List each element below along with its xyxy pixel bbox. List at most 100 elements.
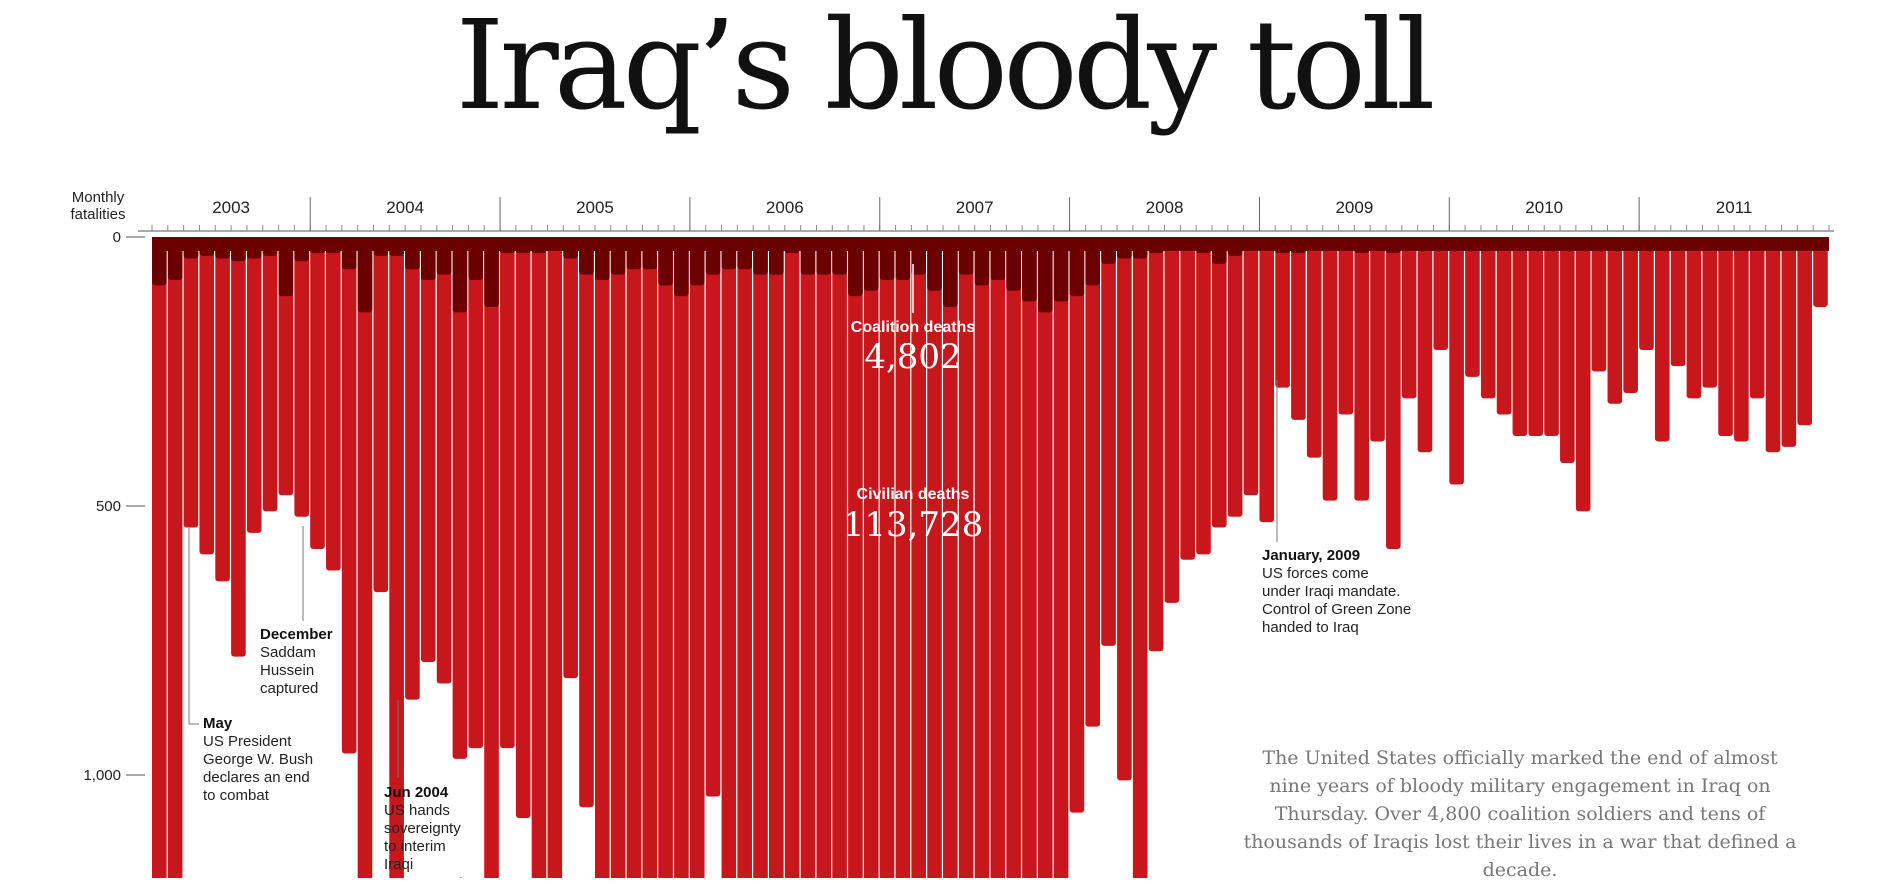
civilian-bar — [610, 237, 626, 878]
civilian-bar — [1623, 237, 1638, 394]
civilian-bar — [1291, 237, 1306, 420]
civilian-bar — [674, 237, 689, 878]
civilian-bar — [658, 237, 673, 878]
civilian-bar — [563, 237, 578, 679]
y-axis-label-line2: fatalities — [70, 206, 125, 223]
civilian-bar — [927, 237, 942, 878]
civilian-bar — [1354, 237, 1369, 501]
y-tick-label: 1,000 — [83, 767, 121, 784]
annotation-heading: May — [203, 715, 233, 732]
civilian-bar — [753, 237, 768, 878]
civilian-bar — [531, 237, 547, 878]
civilian-bar — [515, 237, 531, 819]
civilian-bar — [1259, 237, 1275, 523]
civilian-bar — [1591, 237, 1607, 372]
civilian-bar — [800, 237, 816, 878]
civilian-bar — [626, 237, 642, 878]
annotation-text: handed to Iraq — [1262, 619, 1359, 636]
civilian-bar — [1227, 237, 1243, 517]
civilian-bar — [1749, 237, 1765, 399]
civilian-bar — [500, 237, 515, 749]
civilian-bar — [1702, 237, 1718, 388]
civilian-bar — [1243, 237, 1259, 496]
annotation-heading: Jun 2004 — [384, 784, 449, 801]
civilian-bar — [1101, 237, 1116, 646]
civilian-bar — [547, 237, 563, 878]
civilian-bar — [246, 237, 262, 533]
civilian-bar — [974, 237, 990, 878]
civilian-bar — [990, 237, 1006, 878]
year-label: 2009 — [1335, 198, 1373, 217]
civilian-bar — [1544, 237, 1559, 437]
annotation-text: to interim — [384, 838, 446, 855]
civilian-total-value: 113,728 — [843, 505, 984, 545]
year-label: 2006 — [766, 198, 804, 217]
annotation-text: Control of Green Zone — [1262, 601, 1411, 618]
coalition-total-value: 4,802 — [864, 337, 961, 377]
coalition-bar — [848, 237, 863, 297]
coalition-bar — [1053, 237, 1069, 302]
coalition-bar — [278, 237, 294, 297]
civilian-bar — [389, 237, 404, 878]
civilian-bar — [420, 237, 436, 663]
civilian-bar — [769, 237, 784, 878]
annotation-text: Hussein — [260, 662, 314, 679]
civilian-bar — [1480, 237, 1496, 399]
civilian-bar — [1022, 237, 1037, 878]
civilian-bar — [863, 237, 879, 878]
coalition-total-label: Coalition deaths — [851, 319, 976, 336]
civilian-bar — [594, 237, 610, 878]
civilian-bar — [1037, 237, 1053, 878]
civilian-bar — [231, 237, 246, 657]
civilian-bar — [721, 237, 737, 878]
civilian-bar — [1180, 237, 1195, 560]
civilian-bar — [215, 237, 230, 582]
civilian-bar — [895, 237, 911, 878]
civilian-bar — [183, 237, 199, 528]
civilian-bar — [405, 237, 420, 700]
civilian-bar — [689, 237, 705, 878]
annotation-text: George W. Bush — [203, 751, 313, 768]
civilian-bar — [737, 237, 752, 878]
annotation-text: US President — [203, 733, 292, 750]
civilian-bar — [642, 237, 658, 878]
civilian-bar — [879, 237, 895, 878]
civilian-bar — [1053, 237, 1069, 878]
civilian-bar — [1813, 237, 1828, 307]
civilian-bar — [1417, 237, 1433, 453]
civilian-bar — [152, 237, 167, 878]
annotation-text: captured — [260, 680, 318, 697]
civilian-bar — [468, 237, 484, 749]
year-label: 2011 — [1716, 198, 1753, 217]
civilian-bar — [452, 237, 468, 759]
civilian-bar — [1164, 237, 1180, 603]
coalition-bar — [357, 237, 373, 313]
civilian-bar — [1069, 237, 1085, 813]
annotation-heading: December — [260, 626, 333, 643]
civilian-bar — [1654, 237, 1670, 442]
civilian-bar — [1275, 237, 1290, 388]
annotation-text: declares an end — [203, 769, 310, 786]
year-label: 2005 — [576, 198, 614, 217]
coalition-bar — [452, 237, 468, 313]
civilian-bar — [832, 237, 847, 878]
civilian-bar — [1196, 237, 1211, 555]
y-axis-label-line1: Monthly — [72, 189, 125, 206]
civilian-bar — [373, 237, 389, 593]
civilian-bar — [579, 237, 594, 808]
civilian-bar — [1560, 237, 1575, 463]
civilian-bar — [1211, 237, 1227, 528]
civilian-bar — [310, 237, 325, 550]
civilian-bar — [705, 237, 721, 797]
civilian-bar — [1734, 237, 1749, 442]
civilian-bar — [1433, 237, 1449, 350]
civilian-bar — [1575, 237, 1591, 512]
coalition-bar — [1069, 237, 1085, 297]
coalition-band — [152, 237, 1829, 251]
civilian-bar — [357, 237, 373, 878]
annotation-text: sovereignty — [384, 820, 461, 837]
y-tick-label: 0 — [113, 229, 121, 246]
coalition-bar — [484, 237, 499, 307]
civilian-bar — [1465, 237, 1480, 377]
